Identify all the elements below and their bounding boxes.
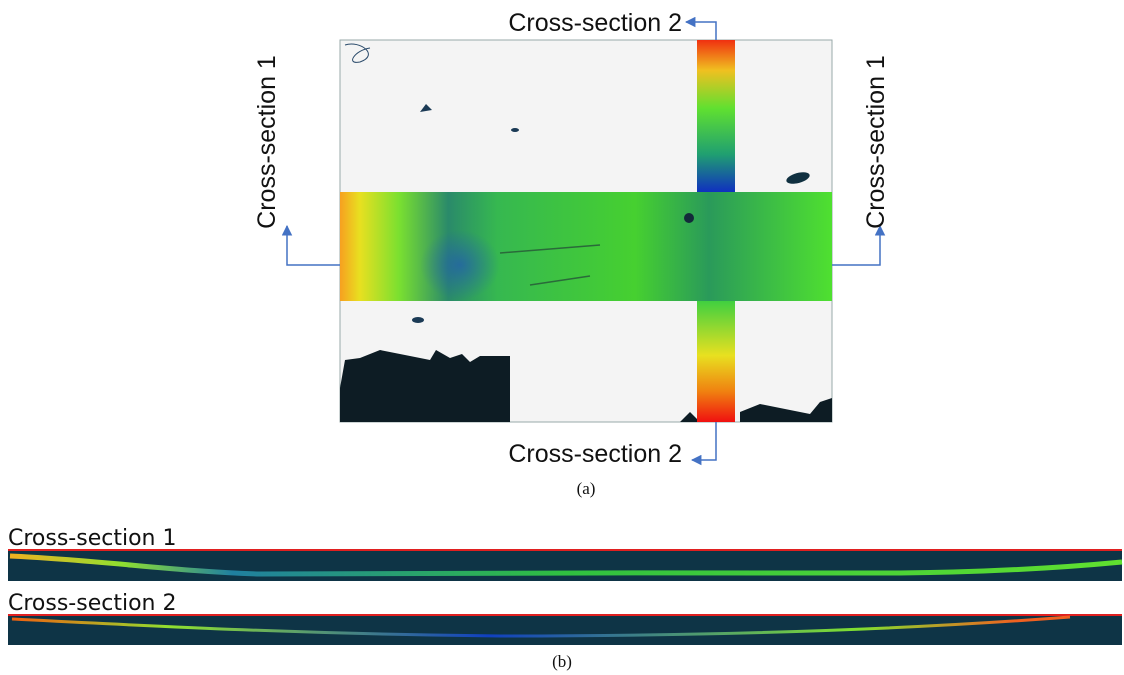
section-label: Cross-section 1	[8, 526, 176, 551]
arrow	[690, 422, 717, 466]
label-left: Cross-section 1	[253, 55, 281, 229]
arrow	[684, 16, 717, 40]
cross-section-strip	[8, 614, 1122, 645]
arrow	[281, 224, 340, 266]
cross-section-strip	[8, 549, 1123, 581]
top-view-image	[339, 39, 833, 423]
arrow	[832, 224, 886, 266]
label-bottom: Cross-section 2	[508, 440, 682, 468]
label-top: Cross-section 2	[508, 9, 682, 37]
caption: (a)	[577, 479, 596, 498]
caption: (b)	[552, 652, 572, 671]
section-label: Cross-section 2	[8, 591, 176, 616]
label-right: Cross-section 1	[862, 55, 890, 229]
